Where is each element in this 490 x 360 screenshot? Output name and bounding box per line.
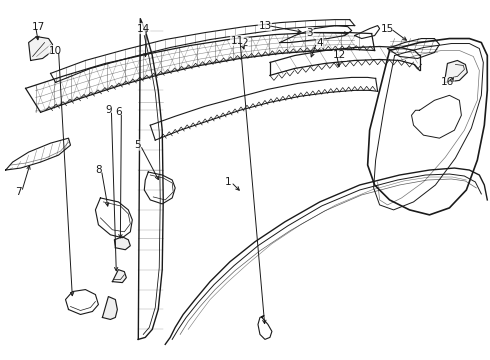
Text: 17: 17 [32,22,45,32]
Text: 15: 15 [381,24,394,33]
Text: 3: 3 [307,28,313,37]
Polygon shape [102,297,118,319]
Text: 7: 7 [15,187,22,197]
Text: 10: 10 [49,45,62,55]
Text: 13: 13 [258,21,271,31]
Polygon shape [114,237,130,250]
Text: 1: 1 [225,177,231,187]
Text: 5: 5 [134,140,141,150]
Text: 16: 16 [441,77,454,87]
Text: 12: 12 [333,50,346,60]
Polygon shape [112,270,126,283]
Polygon shape [444,60,467,82]
Text: 11: 11 [230,36,244,46]
Text: 6: 6 [115,107,122,117]
Text: 14: 14 [137,24,150,33]
Text: 9: 9 [105,105,112,115]
Text: 2: 2 [242,37,248,48]
Polygon shape [28,37,52,60]
Text: 4: 4 [317,37,323,48]
Text: 8: 8 [95,165,102,175]
